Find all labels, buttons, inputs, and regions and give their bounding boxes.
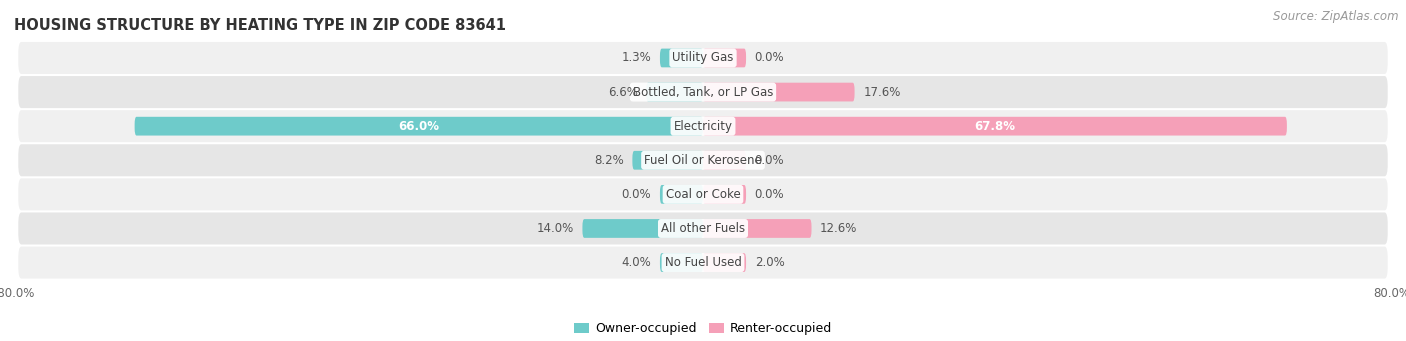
Text: 14.0%: 14.0% (537, 222, 574, 235)
Legend: Owner-occupied, Renter-occupied: Owner-occupied, Renter-occupied (568, 317, 838, 340)
Text: 0.0%: 0.0% (755, 188, 785, 201)
FancyBboxPatch shape (703, 151, 747, 170)
FancyBboxPatch shape (18, 144, 1388, 176)
Text: 66.0%: 66.0% (398, 120, 439, 133)
Text: 2.0%: 2.0% (755, 256, 785, 269)
Text: No Fuel Used: No Fuel Used (665, 256, 741, 269)
Text: 0.0%: 0.0% (621, 188, 651, 201)
FancyBboxPatch shape (703, 185, 747, 204)
Text: 67.8%: 67.8% (974, 120, 1015, 133)
FancyBboxPatch shape (18, 42, 1388, 74)
FancyBboxPatch shape (135, 117, 703, 136)
Text: Coal or Coke: Coal or Coke (665, 188, 741, 201)
FancyBboxPatch shape (18, 76, 1388, 108)
FancyBboxPatch shape (582, 219, 703, 238)
Text: 8.2%: 8.2% (593, 154, 624, 167)
FancyBboxPatch shape (18, 110, 1388, 142)
Text: Utility Gas: Utility Gas (672, 51, 734, 64)
FancyBboxPatch shape (703, 49, 747, 68)
Text: 12.6%: 12.6% (820, 222, 858, 235)
Text: 1.3%: 1.3% (621, 51, 651, 64)
FancyBboxPatch shape (703, 83, 855, 102)
FancyBboxPatch shape (18, 247, 1388, 279)
Text: Bottled, Tank, or LP Gas: Bottled, Tank, or LP Gas (633, 86, 773, 99)
FancyBboxPatch shape (703, 253, 747, 272)
FancyBboxPatch shape (18, 178, 1388, 210)
Text: Source: ZipAtlas.com: Source: ZipAtlas.com (1274, 10, 1399, 23)
Text: Fuel Oil or Kerosene: Fuel Oil or Kerosene (644, 154, 762, 167)
FancyBboxPatch shape (659, 185, 703, 204)
Text: 4.0%: 4.0% (621, 256, 651, 269)
FancyBboxPatch shape (647, 83, 703, 102)
FancyBboxPatch shape (703, 219, 811, 238)
FancyBboxPatch shape (18, 212, 1388, 244)
FancyBboxPatch shape (633, 151, 703, 170)
Text: 0.0%: 0.0% (755, 154, 785, 167)
Text: HOUSING STRUCTURE BY HEATING TYPE IN ZIP CODE 83641: HOUSING STRUCTURE BY HEATING TYPE IN ZIP… (14, 18, 506, 33)
Text: 17.6%: 17.6% (863, 86, 901, 99)
FancyBboxPatch shape (659, 49, 703, 68)
Text: 6.6%: 6.6% (607, 86, 637, 99)
Text: 0.0%: 0.0% (755, 51, 785, 64)
FancyBboxPatch shape (659, 253, 703, 272)
Text: Electricity: Electricity (673, 120, 733, 133)
Text: All other Fuels: All other Fuels (661, 222, 745, 235)
FancyBboxPatch shape (703, 117, 1286, 136)
